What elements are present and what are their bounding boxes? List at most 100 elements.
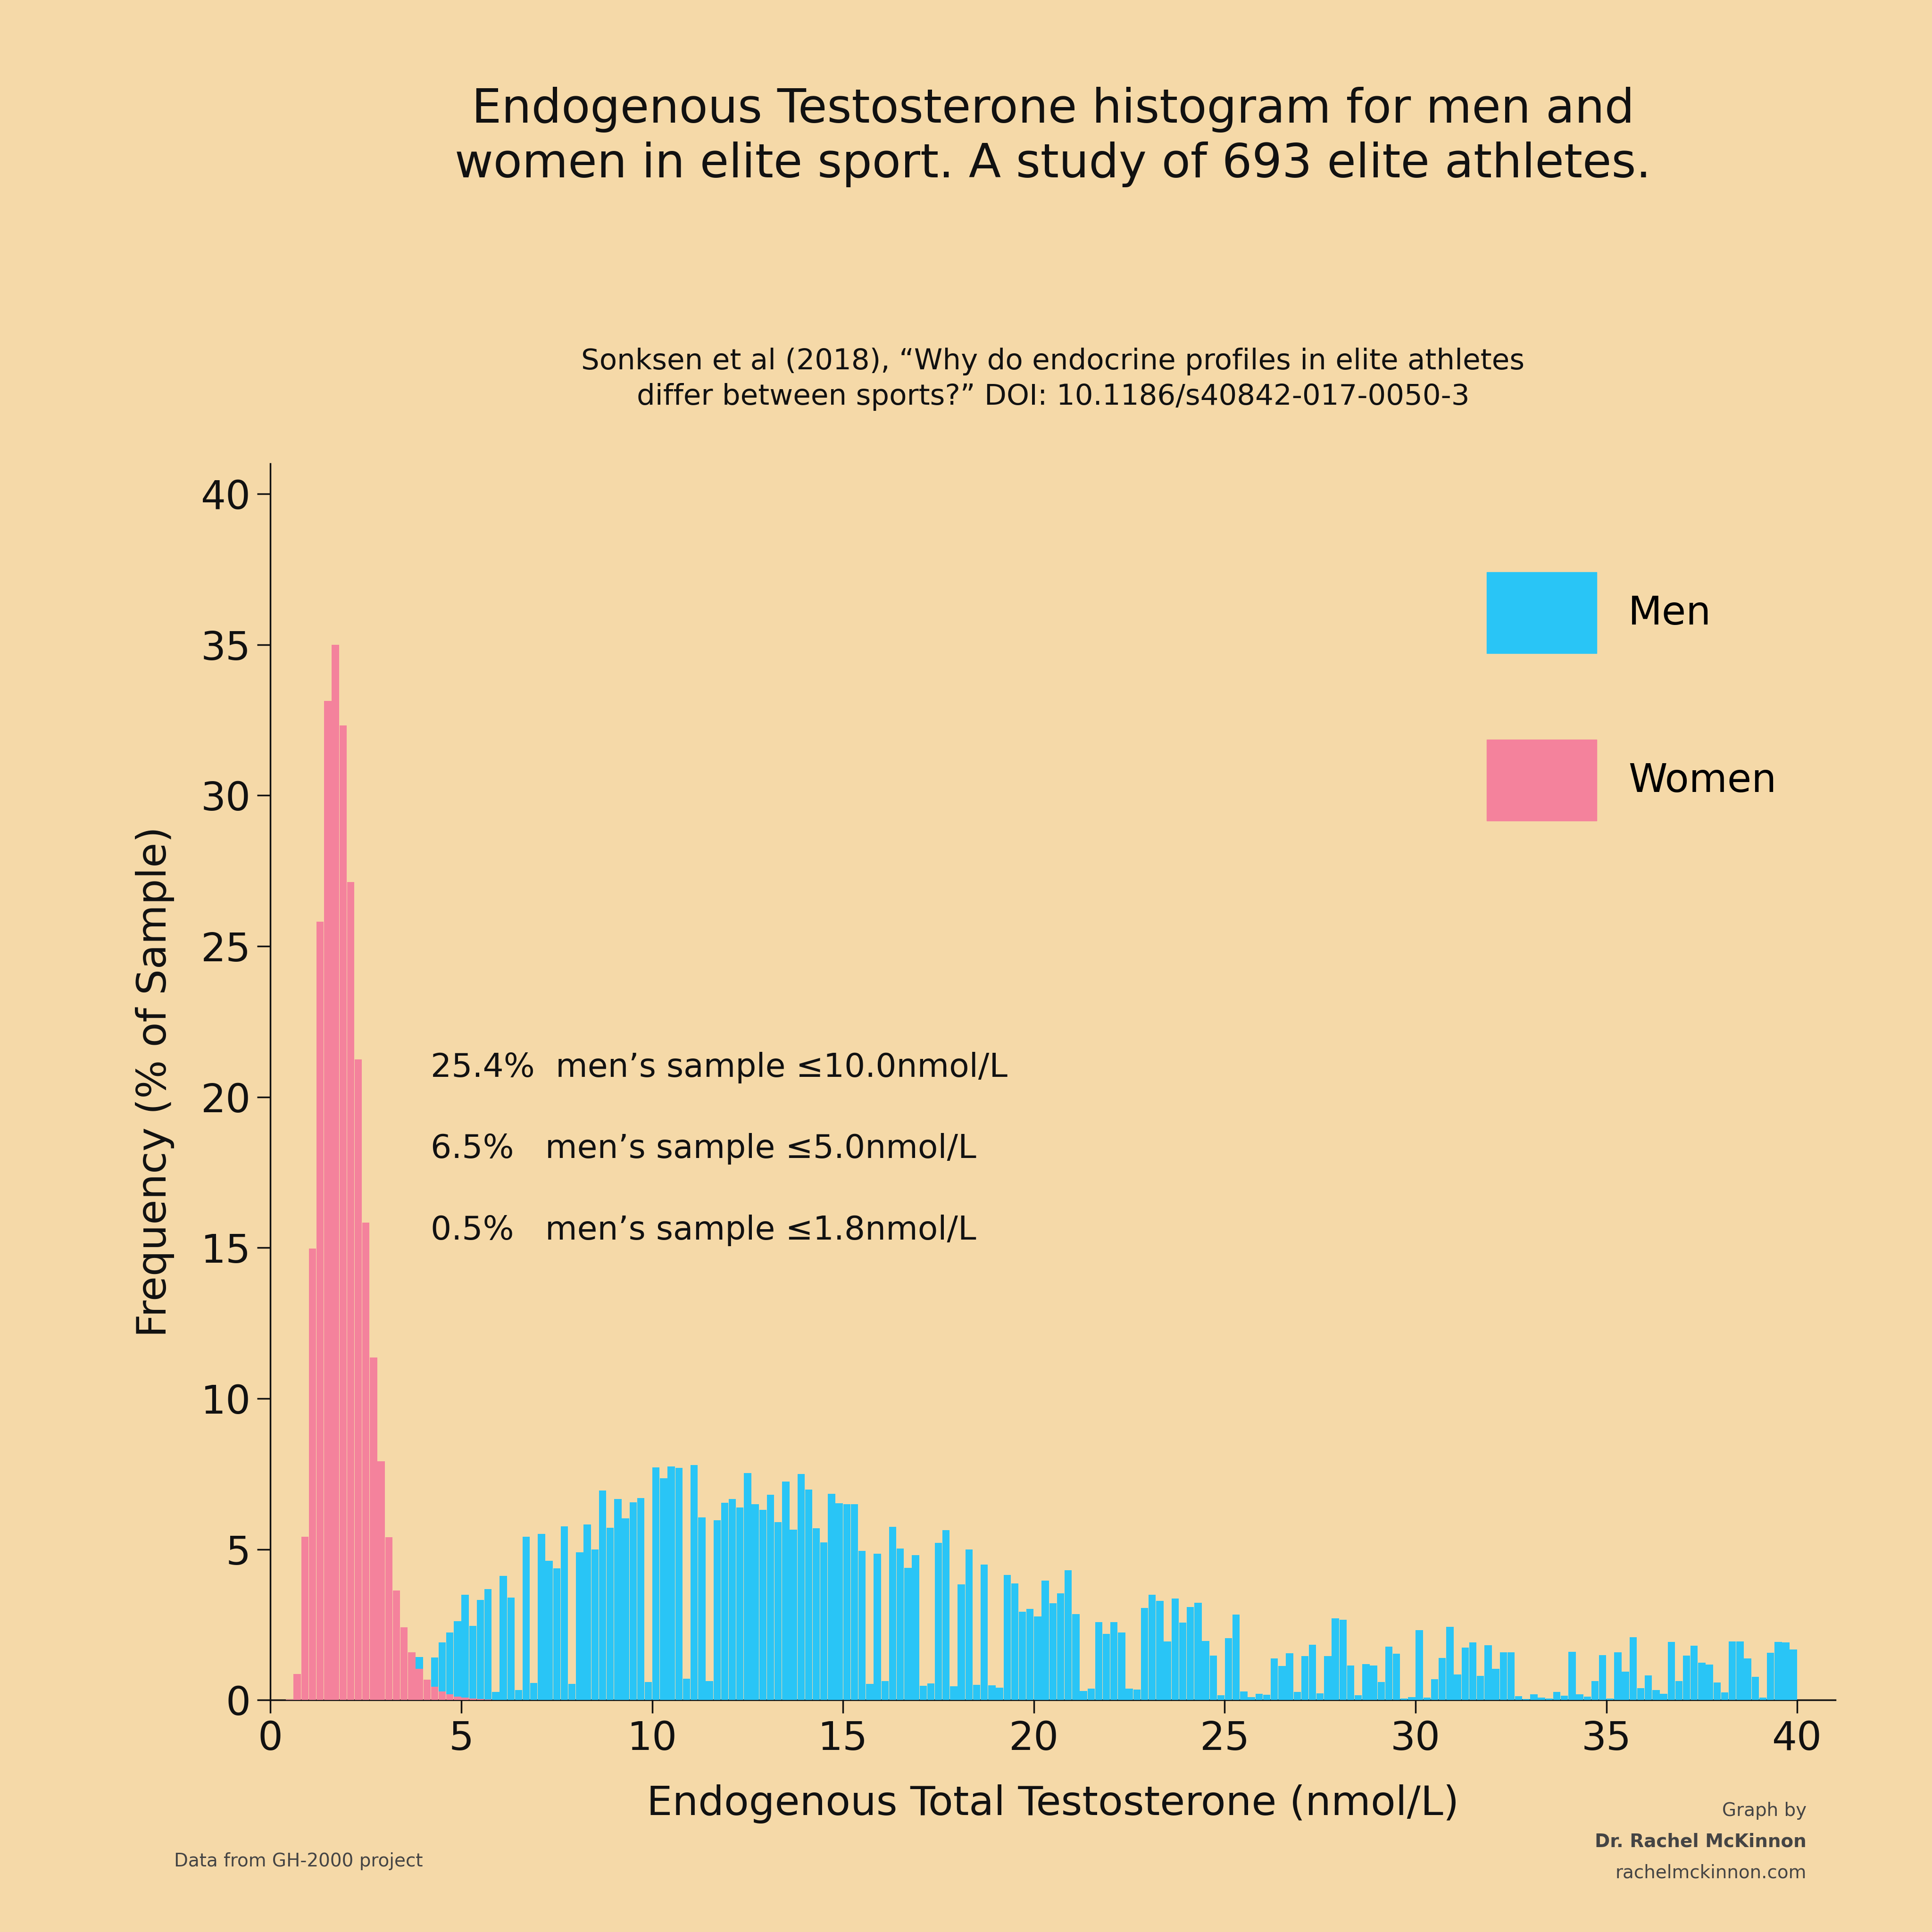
Bar bbox=[1256, 1694, 1264, 1700]
Bar bbox=[309, 1248, 317, 1700]
Bar bbox=[850, 1503, 858, 1700]
Text: Data from GH-2000 project: Data from GH-2000 project bbox=[174, 1853, 423, 1870]
Bar bbox=[415, 1669, 423, 1700]
Bar bbox=[369, 1681, 377, 1700]
Bar bbox=[943, 1530, 951, 1700]
Bar bbox=[1745, 1658, 1750, 1700]
Bar bbox=[622, 1519, 630, 1700]
Bar bbox=[537, 1534, 545, 1700]
Bar bbox=[668, 1466, 674, 1700]
Bar bbox=[1194, 1604, 1202, 1700]
Bar bbox=[1111, 1623, 1117, 1700]
Bar bbox=[1737, 1642, 1743, 1700]
Bar bbox=[705, 1681, 713, 1700]
Text: 6.5%   men’s sample ≤5.0nmol/L: 6.5% men’s sample ≤5.0nmol/L bbox=[431, 1134, 976, 1165]
Bar bbox=[1789, 1650, 1797, 1700]
Bar bbox=[1271, 1658, 1277, 1700]
Bar bbox=[1592, 1681, 1598, 1700]
Y-axis label: Frequency (% of Sample): Frequency (% of Sample) bbox=[135, 827, 174, 1337]
Bar bbox=[1577, 1694, 1584, 1700]
Bar bbox=[1248, 1696, 1256, 1700]
Bar bbox=[408, 1652, 415, 1700]
Bar bbox=[1615, 1652, 1621, 1700]
Bar bbox=[1706, 1663, 1714, 1700]
Bar bbox=[951, 1687, 958, 1700]
Bar bbox=[591, 1549, 599, 1700]
Bar bbox=[1347, 1665, 1354, 1700]
Bar bbox=[1424, 1698, 1430, 1700]
Bar bbox=[1584, 1696, 1590, 1700]
Bar bbox=[866, 1683, 873, 1700]
Bar bbox=[454, 1696, 462, 1700]
Bar bbox=[423, 1679, 431, 1700]
Bar bbox=[782, 1482, 790, 1700]
Text: rachelmckinnon.com: rachelmckinnon.com bbox=[1615, 1864, 1806, 1882]
Text: Dr. Rachel McKinnon: Dr. Rachel McKinnon bbox=[1594, 1833, 1806, 1851]
Bar bbox=[1287, 1654, 1293, 1700]
Bar bbox=[752, 1503, 759, 1700]
Bar bbox=[1209, 1656, 1217, 1700]
Bar bbox=[446, 1633, 454, 1700]
X-axis label: Endogenous Total Testosterone (nmol/L): Endogenous Total Testosterone (nmol/L) bbox=[647, 1785, 1459, 1824]
Bar bbox=[1385, 1646, 1393, 1700]
Bar bbox=[821, 1542, 827, 1700]
Bar bbox=[1065, 1571, 1072, 1700]
Bar bbox=[798, 1474, 804, 1700]
Bar bbox=[896, 1548, 904, 1700]
Bar bbox=[775, 1522, 782, 1700]
Bar bbox=[522, 1536, 529, 1700]
Bar bbox=[744, 1472, 752, 1700]
Bar bbox=[1569, 1652, 1577, 1700]
Bar bbox=[332, 645, 338, 1700]
Bar bbox=[614, 1499, 622, 1700]
Bar bbox=[363, 1223, 369, 1700]
Bar bbox=[995, 1687, 1003, 1700]
Text: 25.4%  men’s sample ≤10.0nmol/L: 25.4% men’s sample ≤10.0nmol/L bbox=[431, 1051, 1009, 1084]
Bar bbox=[1690, 1646, 1698, 1700]
Bar bbox=[759, 1511, 767, 1700]
Bar bbox=[790, 1530, 798, 1700]
Bar bbox=[881, 1681, 889, 1700]
Bar bbox=[340, 726, 346, 1700]
Bar bbox=[1041, 1580, 1049, 1700]
Bar bbox=[1644, 1675, 1652, 1700]
Bar bbox=[500, 1577, 506, 1700]
Bar bbox=[1484, 1646, 1492, 1700]
Bar bbox=[1675, 1681, 1683, 1700]
Bar bbox=[469, 1627, 477, 1700]
Bar bbox=[599, 1490, 607, 1700]
Bar bbox=[325, 701, 332, 1700]
Bar bbox=[1455, 1675, 1461, 1700]
Bar bbox=[516, 1690, 522, 1700]
Bar bbox=[653, 1468, 659, 1700]
Bar bbox=[568, 1685, 576, 1700]
Bar bbox=[1652, 1690, 1660, 1700]
Bar bbox=[1095, 1623, 1103, 1700]
Bar bbox=[966, 1549, 972, 1700]
Bar bbox=[1660, 1694, 1667, 1700]
Bar bbox=[462, 1594, 469, 1700]
Bar bbox=[384, 1538, 392, 1700]
Bar bbox=[462, 1698, 469, 1700]
Bar bbox=[1468, 1642, 1476, 1700]
Bar bbox=[989, 1685, 995, 1700]
Bar bbox=[415, 1658, 423, 1700]
Bar bbox=[1600, 1656, 1605, 1700]
Bar bbox=[1354, 1694, 1362, 1700]
Bar bbox=[958, 1584, 964, 1700]
Bar bbox=[369, 1358, 377, 1700]
Bar bbox=[529, 1683, 537, 1700]
Bar bbox=[974, 1685, 980, 1700]
Bar bbox=[1186, 1607, 1194, 1700]
Bar bbox=[1088, 1689, 1095, 1700]
Bar bbox=[1698, 1663, 1706, 1700]
Bar bbox=[1233, 1615, 1240, 1700]
Bar bbox=[697, 1517, 705, 1700]
Bar bbox=[1683, 1656, 1690, 1700]
Bar bbox=[1026, 1609, 1034, 1700]
Bar bbox=[728, 1499, 736, 1700]
Bar bbox=[377, 1681, 384, 1700]
Bar bbox=[1049, 1604, 1057, 1700]
Bar bbox=[1499, 1652, 1507, 1700]
Bar bbox=[355, 1059, 361, 1700]
